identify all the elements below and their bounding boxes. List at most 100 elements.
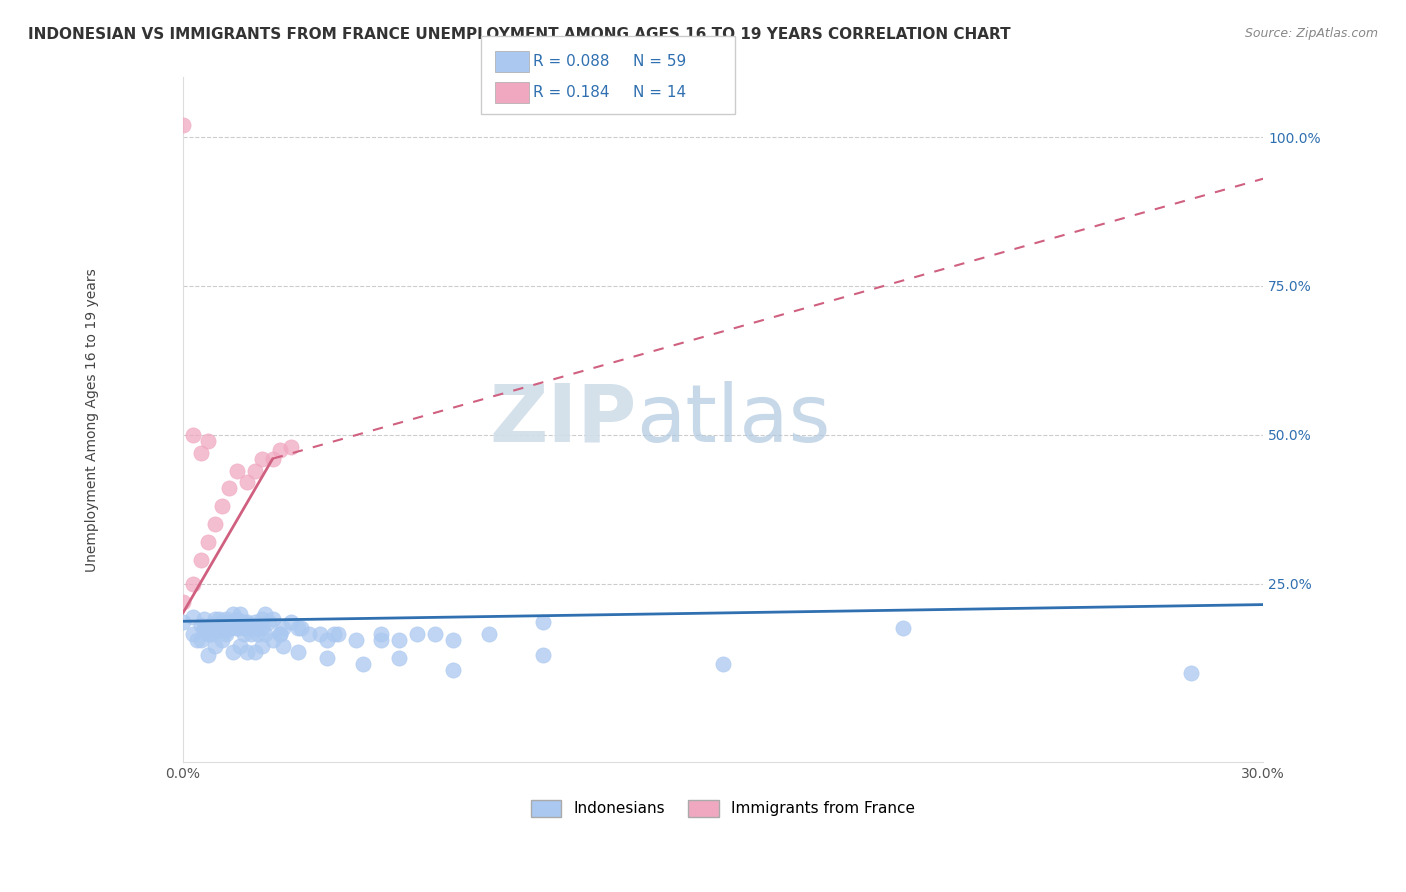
Point [405, 627, 427, 641]
Point [269, 627, 291, 641]
Point [243, 645, 266, 659]
Point [273, 622, 295, 636]
Point [190, 633, 212, 648]
Point [250, 451, 273, 466]
Point [215, 618, 238, 632]
Point [222, 607, 245, 621]
Point [287, 645, 309, 659]
Point [269, 442, 291, 457]
Text: R = 0.184: R = 0.184 [533, 86, 609, 100]
Point [229, 615, 252, 630]
Point [229, 640, 252, 654]
Point [193, 622, 215, 636]
Point [250, 612, 273, 626]
Point [240, 622, 263, 636]
Point [250, 640, 273, 654]
Point [197, 624, 219, 639]
Point [236, 645, 259, 659]
Point [200, 622, 222, 636]
Point [441, 633, 464, 648]
Point [197, 434, 219, 448]
Point [190, 618, 212, 632]
Point [200, 618, 222, 632]
Point [208, 618, 231, 632]
Point [322, 627, 344, 641]
Point [222, 615, 245, 630]
Point [215, 612, 238, 626]
Point [243, 622, 266, 636]
Point [225, 622, 247, 636]
Point [197, 627, 219, 641]
Point [298, 627, 321, 641]
Point [269, 627, 291, 641]
Point [254, 627, 277, 641]
Point [232, 615, 254, 630]
Point [183, 427, 205, 442]
Point [183, 609, 205, 624]
Point [388, 633, 411, 648]
Point [236, 622, 259, 636]
Point [370, 633, 392, 648]
Point [315, 633, 337, 648]
Point [204, 517, 226, 532]
Text: N = 59: N = 59 [633, 54, 686, 69]
Point [208, 612, 231, 626]
Point [193, 612, 215, 626]
Point [352, 657, 374, 672]
Point [236, 475, 259, 490]
Point [211, 500, 233, 514]
Point [172, 615, 194, 630]
Text: N = 14: N = 14 [633, 86, 686, 100]
Y-axis label: Unemployment Among Ages 16 to 19 years: Unemployment Among Ages 16 to 19 years [86, 268, 100, 572]
Point [190, 553, 212, 567]
Text: R = 0.088: R = 0.088 [533, 54, 609, 69]
Point [531, 648, 554, 663]
Point [273, 640, 295, 654]
Text: atlas: atlas [637, 381, 831, 459]
Point [250, 622, 273, 636]
Point [208, 624, 231, 639]
Point [344, 633, 367, 648]
Point [262, 612, 284, 626]
Point [247, 627, 270, 641]
Point [218, 615, 240, 630]
Point [211, 622, 233, 636]
Point [190, 446, 212, 460]
Point [204, 640, 226, 654]
Point [200, 627, 222, 641]
Point [211, 633, 233, 648]
Point [531, 615, 554, 630]
Point [172, 594, 194, 608]
Point [308, 627, 330, 641]
Point [186, 633, 208, 648]
Point [441, 663, 464, 677]
Point [204, 612, 226, 626]
Point [315, 651, 337, 665]
Point [204, 618, 226, 632]
Point [262, 451, 284, 466]
Point [218, 482, 240, 496]
Point [218, 622, 240, 636]
Point [1180, 666, 1202, 681]
Point [225, 618, 247, 632]
Point [711, 657, 734, 672]
Point [290, 622, 312, 636]
Point [197, 535, 219, 549]
Point [388, 651, 411, 665]
Point [326, 627, 349, 641]
Point [172, 118, 194, 132]
Point [243, 615, 266, 630]
Point [240, 627, 263, 641]
Legend: Indonesians, Immigrants from France: Indonesians, Immigrants from France [524, 793, 921, 823]
Text: Source: ZipAtlas.com: Source: ZipAtlas.com [1244, 27, 1378, 40]
Point [370, 627, 392, 641]
Point [891, 622, 914, 636]
Point [229, 607, 252, 621]
Point [478, 627, 501, 641]
Point [262, 633, 284, 648]
Point [240, 618, 263, 632]
Point [232, 627, 254, 641]
Point [183, 576, 205, 591]
Point [225, 464, 247, 478]
Point [208, 622, 231, 636]
